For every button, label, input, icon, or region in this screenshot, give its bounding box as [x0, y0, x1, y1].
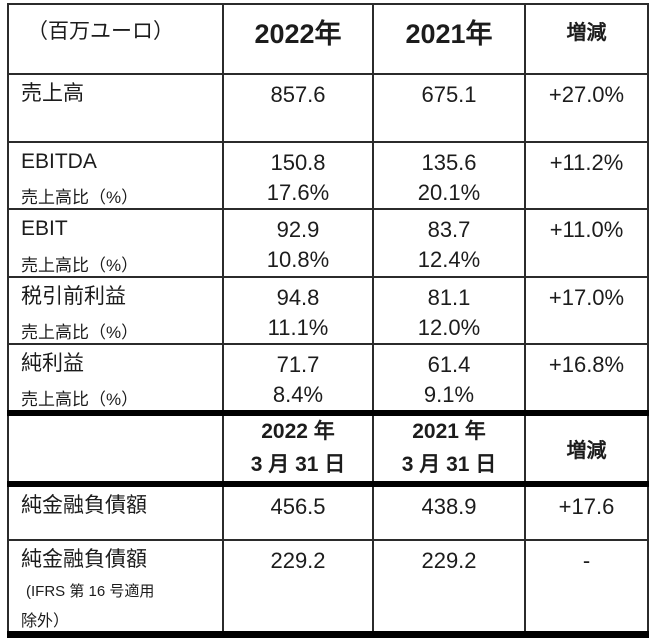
table-row-net-sales: 売上高 857.6 675.1 +27.0% — [7, 73, 649, 143]
row-sublabel: 売上高比（%） — [21, 188, 139, 208]
pct-2021: 20.1% — [417, 180, 481, 205]
table-row-net-financial-debt: 純金融負債額 456.5 438.9 +17.6 — [7, 483, 649, 542]
empty-header-cell — [7, 409, 224, 488]
column-header-2021-date-year: 2021 年 — [412, 420, 486, 443]
row-label: 純金融負債額 — [21, 548, 147, 572]
column-header-2021: 2021年 — [372, 3, 526, 75]
pct-2021: 12.4% — [417, 247, 481, 273]
change-value: - — [582, 548, 591, 574]
column-header-change: 増減 — [524, 3, 649, 75]
change-value: +17.0% — [548, 284, 625, 310]
pct-2022: 8.4% — [272, 381, 324, 407]
financial-results-table: （百万ユーロ） 2022年 2021年 増減 売上高 857.6 675.1 +… — [7, 3, 649, 639]
column-header-2021-date-day: 3 月 31 日 — [401, 452, 497, 476]
value-2022: 71.7 — [276, 351, 320, 377]
value-2022: 150.8 — [270, 150, 326, 175]
pct-2022: 17.6% — [266, 180, 330, 205]
value-2022: 456.5 — [270, 494, 326, 520]
column-header-2022-date-day: 3 月 31 日 — [250, 452, 346, 476]
row-sublabel: 売上高比（%） — [21, 322, 139, 342]
column-header-2022: 2022年 — [222, 3, 374, 75]
value-2022: 857.6 — [270, 82, 326, 107]
value-2021: 135.6 — [421, 150, 477, 175]
table-row-net-profit: 純利益 売上高比（%） 71.7 8.4% 61.4 9.1% +16.8% — [7, 342, 649, 417]
value-2021: 675.1 — [421, 82, 477, 107]
unit-label: （百万ユーロ） — [7, 3, 224, 75]
change-value: +11.2% — [549, 150, 624, 175]
value-2022: 229.2 — [270, 548, 326, 574]
row-label: 税引前利益 — [21, 284, 126, 308]
value-2021: 438.9 — [421, 494, 477, 520]
table-row-net-financial-debt-ex-ifrs16: 純金融負債額 (IFRS 第 16 号適用 除外） 229.2 229.2 - — [7, 539, 649, 639]
row-label: EBITDA — [21, 150, 97, 173]
table-row-ebitda: EBITDA 売上高比（%） 150.8 17.6% 135.6 20.1% +… — [7, 140, 649, 211]
row-label: 純利益 — [21, 351, 84, 375]
pct-2022: 11.1% — [267, 314, 329, 340]
row-sublabel: 売上高比（%） — [21, 390, 139, 409]
column-header-change-2: 増減 — [524, 409, 649, 488]
pct-2021: 9.1% — [423, 381, 475, 407]
row-label: 純金融負債額 — [21, 494, 147, 518]
change-value: +11.0% — [549, 217, 624, 243]
pct-2022: 10.8% — [266, 247, 330, 273]
column-header-2022-date-year: 2022 年 — [261, 420, 335, 443]
value-2021: 61.4 — [427, 351, 471, 377]
value-2021: 81.1 — [427, 284, 471, 310]
header-row-annual: （百万ユーロ） 2022年 2021年 増減 — [7, 3, 649, 75]
row-sublabel: 売上高比（%） — [21, 255, 139, 275]
header-row-balance-date: 2022 年 3 月 31 日 2021 年 3 月 31 日 増減 — [7, 409, 649, 488]
value-2022: 92.9 — [276, 217, 320, 243]
pct-2021: 12.0% — [417, 314, 481, 340]
value-2021: 229.2 — [421, 548, 477, 574]
table-row-ebit: EBIT 売上高比（%） 92.9 10.8% 83.7 12.4% +11.0… — [7, 208, 649, 278]
row-sublabel-line1: (IFRS 第 16 号適用 — [26, 583, 155, 601]
change-value: +17.6 — [558, 494, 615, 520]
change-value: +27.0% — [548, 82, 625, 107]
value-2021: 83.7 — [427, 217, 471, 243]
row-sublabel-line2: 除外） — [21, 613, 70, 631]
table-row-pretax-profit: 税引前利益 売上高比（%） 94.8 11.1% 81.1 12.0% +17.… — [7, 275, 649, 345]
row-label: EBIT — [21, 217, 68, 241]
row-label: 売上高 — [21, 82, 84, 105]
value-2022: 94.8 — [276, 284, 320, 310]
change-value: +16.8% — [548, 351, 625, 377]
